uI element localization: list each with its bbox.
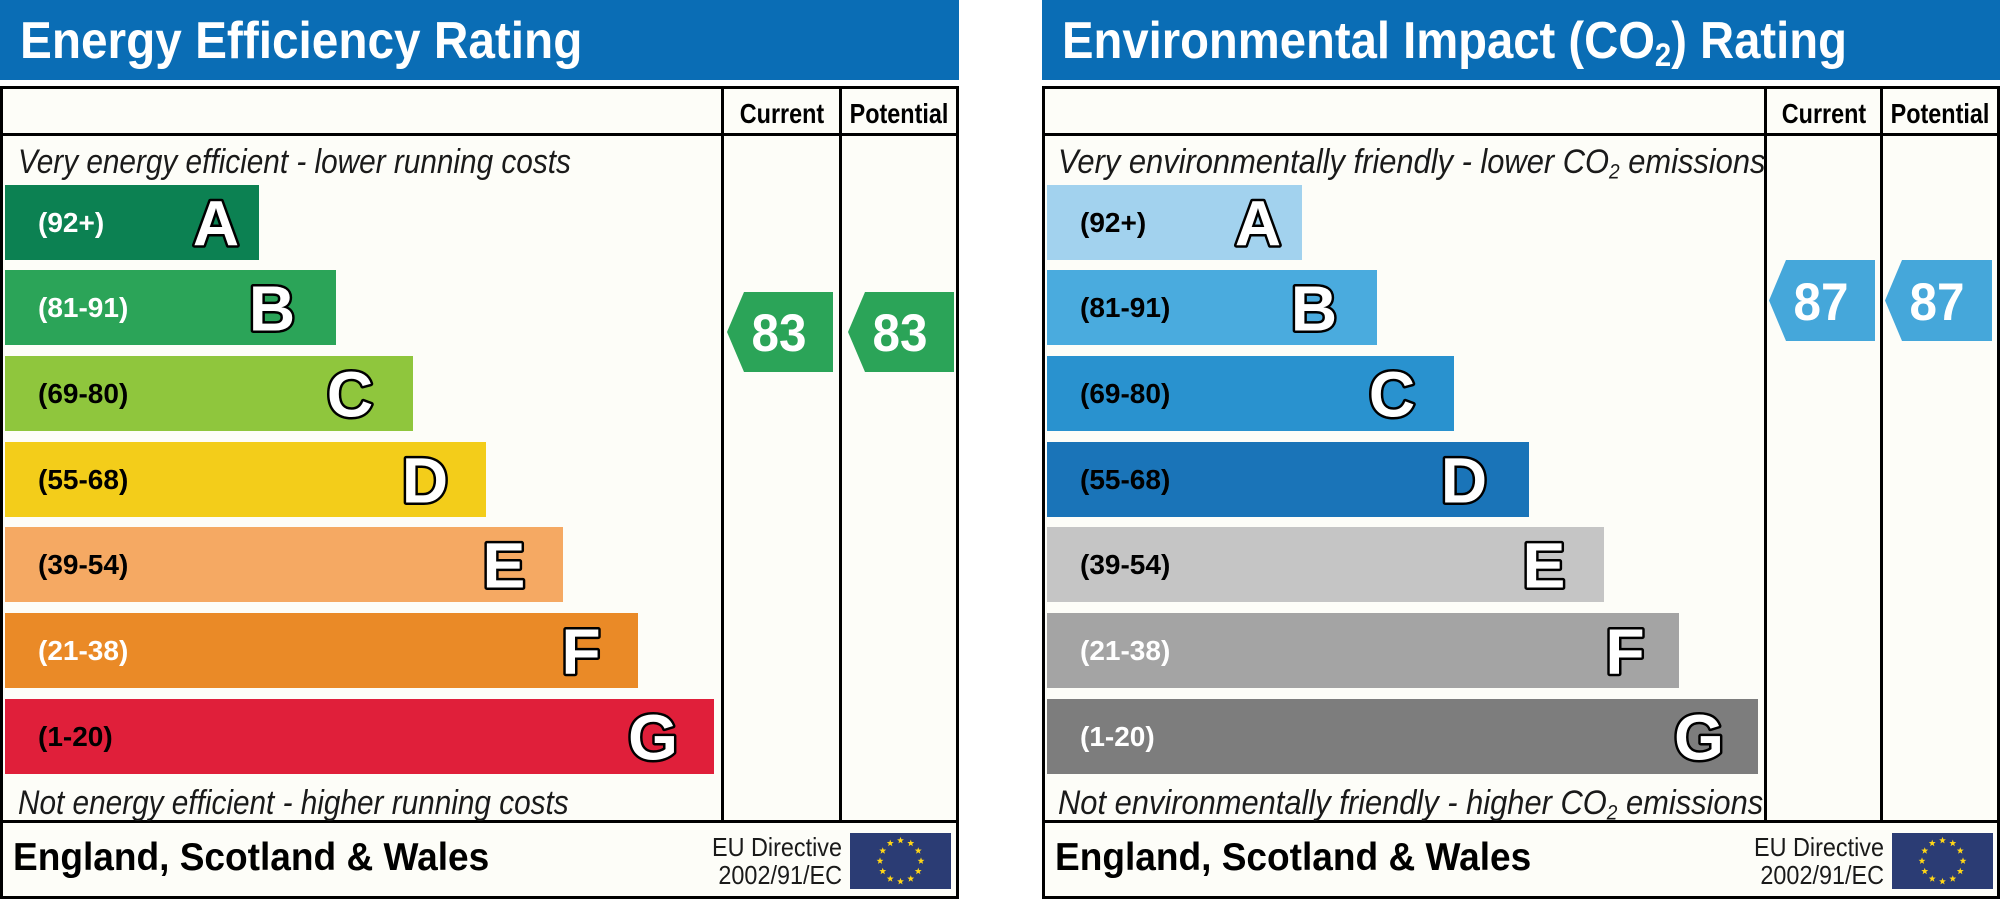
svg-text:83: 83 [873, 304, 928, 363]
svg-text:83: 83 [752, 304, 807, 363]
svg-text:E: E [1523, 530, 1566, 602]
svg-text:A: A [1235, 188, 1281, 260]
svg-text:F: F [1605, 616, 1644, 688]
svg-text:A: A [193, 188, 239, 260]
svg-text:C: C [1369, 359, 1415, 431]
svg-text:87: 87 [1794, 273, 1849, 332]
svg-text:87: 87 [1910, 273, 1965, 332]
svg-text:B: B [1291, 273, 1337, 345]
svg-text:E: E [483, 530, 526, 602]
svg-text:G: G [1674, 702, 1724, 774]
svg-text:F: F [561, 616, 600, 688]
svg-text:C: C [327, 359, 373, 431]
svg-text:D: D [1441, 445, 1487, 517]
svg-text:G: G [628, 702, 678, 774]
svg-text:B: B [249, 273, 295, 345]
svg-text:D: D [402, 445, 448, 517]
